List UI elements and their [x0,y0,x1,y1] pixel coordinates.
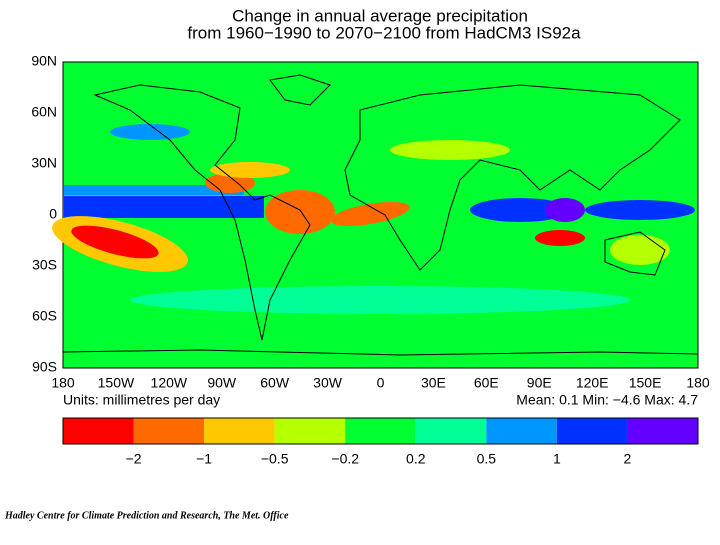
lon-label: 30W [313,375,343,391]
colorbar-segment [204,418,275,444]
lon-label: 180 [686,375,710,391]
lat-label: 90N [31,53,57,69]
colorbar-label: −0.5 [261,451,289,467]
lon-label: 120E [576,375,609,391]
colorbar-label: −2 [126,451,142,467]
colorbar-label: 0.5 [477,451,497,467]
colorbar-label: 2 [624,451,632,467]
colorbar-segment [63,418,134,444]
lat-label: 90S [32,359,57,375]
colorbar-segment [556,418,628,444]
lon-label: 180 [51,375,75,391]
lat-label: 60S [32,308,57,324]
lon-label: 30E [421,375,446,391]
units: Units: millimetres per day [63,392,220,408]
lon-label: 120W [151,375,188,391]
title-line2: from 1960−1990 to 2070−2100 from HadCM3 … [187,23,581,42]
colorbar-segment [133,418,205,444]
lon-label: 60W [260,375,290,391]
colorbar-segment [345,418,416,444]
lon-label: 90W [207,375,237,391]
lat-label: 0 [49,206,57,222]
colorbar-segment [627,418,698,444]
colorbar-segment [486,418,557,444]
lon-label: 60E [474,375,499,391]
title-line1: Change in annual average precipitation [232,6,528,25]
stats: Mean: 0.1 Min: −4.6 Max: 4.7 [516,392,698,408]
lat-label: 30S [32,257,57,273]
lon-label: 150E [629,375,662,391]
precip-map [52,61,699,369]
colorbar-label: −0.2 [331,451,359,467]
lon-label: 150W [98,375,135,391]
colorbar-label: 0.2 [406,451,426,467]
lon-label: 90E [527,375,552,391]
coastlines [62,74,699,356]
colorbar-segment [274,418,346,444]
lon-label: 0 [377,375,385,391]
colorbar-frame [62,417,699,445]
credit: Hadley Centre for Climate Prediction and… [4,510,289,521]
colorbar-label: −1 [196,451,212,467]
colorbar-label: 1 [553,451,561,467]
lat-label: 60N [31,104,57,120]
lat-label: 30N [31,155,57,171]
colorbar-segment [415,418,487,444]
